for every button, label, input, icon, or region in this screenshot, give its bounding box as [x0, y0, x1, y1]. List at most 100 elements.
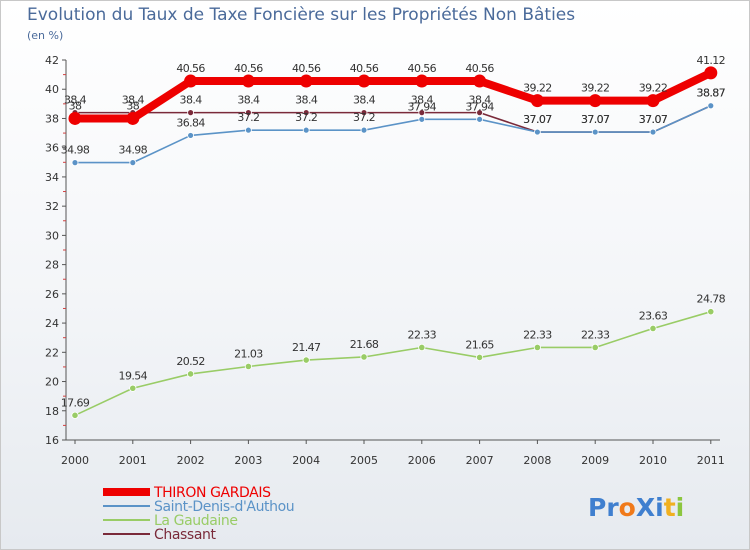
data-label: 37.07: [581, 113, 610, 126]
data-point: [357, 74, 371, 88]
x-tick-label: 2000: [61, 454, 89, 467]
chart-title: Evolution du Taux de Taxe Foncière sur l…: [27, 5, 575, 25]
data-point: [187, 109, 195, 117]
data-point: [187, 370, 195, 378]
y-tick-label: 38: [45, 112, 59, 125]
data-point: [71, 411, 79, 419]
data-label: 37.94: [465, 100, 494, 113]
x-tick-label: 2010: [639, 454, 667, 467]
data-point: [473, 74, 487, 88]
data-label: 37.2: [353, 111, 375, 124]
proxiti-logo: ProXiti: [588, 493, 684, 522]
data-label: 38.4: [180, 94, 203, 107]
data-point: [241, 74, 255, 88]
data-label: 21.68: [350, 338, 379, 351]
data-point: [534, 128, 541, 136]
data-label: 38.4: [64, 94, 87, 107]
logo-letter: i: [676, 493, 685, 522]
series-line: [71, 68, 715, 123]
data-label: 38.4: [469, 94, 492, 107]
data-label: 34.98: [61, 144, 90, 157]
y-tick-label: 28: [45, 259, 59, 272]
data-label: 38.4: [122, 94, 145, 107]
y-tick-label: 42: [45, 54, 59, 67]
data-label: 38.4: [353, 94, 376, 107]
data-point: [707, 308, 715, 316]
series-line: [74, 104, 712, 164]
data-point: [244, 126, 252, 134]
data-label: 20.52: [176, 355, 205, 368]
x-tick-label: 2003: [234, 454, 262, 467]
data-point: [129, 159, 137, 167]
data-label: 37.07: [639, 113, 668, 126]
series-layer: 38 38 40.56 40.56 40.56 40.56 40.56 40.56 39.22 3…: [61, 54, 726, 419]
data-point: [591, 128, 599, 136]
data-point: [68, 111, 82, 125]
series-line: [74, 310, 712, 417]
data-point: [302, 126, 310, 134]
x-tick-label: 2009: [581, 454, 609, 467]
data-label: 24.78: [697, 293, 726, 306]
data-label: 37.07: [523, 113, 552, 126]
data-label: 36.84: [176, 116, 205, 129]
data-point: [71, 159, 79, 167]
data-label: 37.2: [237, 111, 259, 124]
data-label: 40.56: [292, 62, 321, 75]
data-label: 22.33: [408, 328, 437, 341]
logo-letter: P: [588, 493, 606, 522]
data-point: [129, 384, 137, 392]
data-point: [707, 102, 715, 110]
data-label: 37.07: [523, 113, 552, 126]
axes: 16 18 20 22 24 26 28 30 32 34 36 38 40 42 2000 2001 2002…: [45, 54, 725, 467]
data-label: 37.94: [408, 100, 437, 113]
chart-subtitle: (en %): [27, 29, 63, 42]
y-tick-label: 20: [45, 376, 59, 389]
data-point: [302, 356, 310, 364]
logo-letter: i: [655, 493, 664, 522]
y-tick-label: 22: [45, 346, 59, 359]
data-point: [530, 94, 544, 108]
data-label: 40.56: [465, 62, 494, 75]
x-tick-label: 2004: [292, 454, 320, 467]
data-point: [126, 111, 140, 125]
data-point: [704, 66, 718, 80]
data-label: 22.33: [523, 328, 552, 341]
data-label: 38.4: [237, 94, 260, 107]
data-label: 38.4: [411, 94, 434, 107]
data-point: [244, 362, 252, 371]
data-label: 39.22: [523, 82, 552, 95]
x-tick-label: 2002: [177, 454, 205, 467]
data-label: 34.98: [119, 144, 148, 157]
x-tick-label: 2005: [350, 454, 378, 467]
data-label: 38.87: [697, 87, 726, 100]
series-0: [68, 66, 718, 125]
data-point: [476, 109, 484, 117]
x-tick-label: 2007: [466, 454, 494, 467]
y-tick-label: 24: [45, 317, 59, 330]
data-label: 38.87: [697, 87, 726, 100]
data-point: [360, 109, 368, 117]
logo-letter: X: [636, 493, 655, 522]
data-point: [360, 353, 368, 361]
data-label: 21.03: [234, 347, 263, 360]
data-point: [418, 109, 426, 117]
y-tick-label: 32: [45, 200, 59, 213]
data-label: 37.2: [295, 111, 317, 124]
data-label: 37.07: [581, 113, 610, 126]
logo-letter: t: [664, 493, 676, 522]
data-label: 38: [69, 99, 82, 112]
data-point: [418, 343, 426, 352]
series-2: [71, 308, 715, 419]
y-tick-label: 30: [45, 229, 59, 242]
data-label: 38.4: [295, 94, 318, 107]
data-label: 40.56: [234, 62, 263, 75]
x-tick-label: 2001: [119, 454, 147, 467]
legend-label: La Gaudaine: [154, 513, 238, 529]
data-point: [588, 94, 602, 108]
data-point: [360, 126, 368, 134]
data-label: 39.22: [581, 82, 610, 95]
data-point: [299, 74, 313, 88]
